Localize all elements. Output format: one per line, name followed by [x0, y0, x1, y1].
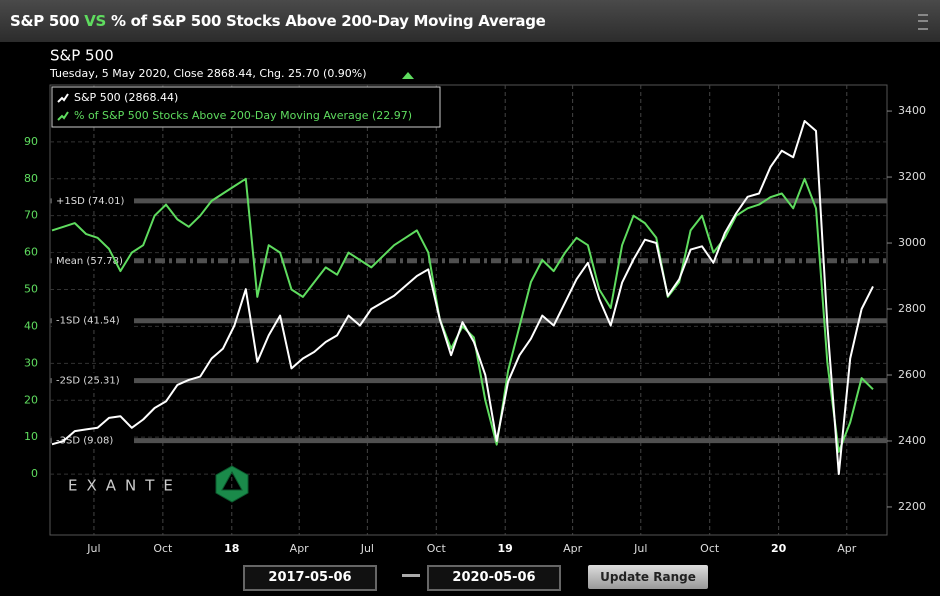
- y-tick-label: 30: [24, 356, 38, 369]
- sd-label: Mean (57.78): [56, 256, 123, 267]
- x-tick-label: Apr: [837, 542, 857, 555]
- range-bar: 2017-05-06 2020-05-06 Update Range: [0, 560, 940, 596]
- x-tick-label: 19: [498, 542, 513, 555]
- y-tick-label: 0: [31, 467, 38, 480]
- y-tick-label: 80: [24, 172, 38, 185]
- legend-icon: [57, 111, 69, 121]
- range-dash: [402, 574, 420, 577]
- sd-label: -2SD (25.31): [56, 376, 120, 387]
- y-tick-label: 10: [24, 430, 38, 443]
- range-start[interactable]: 2017-05-06: [243, 565, 377, 591]
- menu-icon[interactable]: [918, 14, 928, 30]
- y-tick-label: 70: [24, 209, 38, 222]
- x-tick-label: Jul: [86, 542, 100, 555]
- legend-box: [51, 86, 441, 128]
- legend-label: S&P 500 (2868.44): [74, 91, 178, 104]
- sd-label: +1SD (74.01): [56, 196, 124, 207]
- y-tick-label: 90: [24, 135, 38, 148]
- watermark: EXANTE: [68, 477, 182, 495]
- y-tick-label: 60: [24, 246, 38, 259]
- up-arrow: [402, 72, 414, 79]
- y-tick-label: 20: [24, 393, 38, 406]
- legend-icon: [57, 93, 69, 103]
- y2-tick-label: 2600: [898, 368, 926, 381]
- title-left: S&P 500: [10, 12, 80, 30]
- y2-tick-label: 3200: [898, 170, 926, 183]
- title-right: % of S&P 500 Stocks Above 200-Day Moving…: [111, 12, 546, 30]
- title-vs: VS: [84, 12, 107, 30]
- x-tick-label: 18: [224, 542, 239, 555]
- series-line: [51, 120, 874, 475]
- chart-title: S&P 500: [50, 47, 114, 65]
- legend: S&P 500 (2868.44) % of S&P 500 Stocks Abo…: [51, 86, 441, 128]
- x-tick-label: Oct: [153, 542, 173, 555]
- y2-tick-label: 3000: [898, 236, 926, 249]
- y2-tick-label: 3400: [898, 104, 926, 117]
- x-tick-label: 20: [771, 542, 787, 555]
- range-end[interactable]: 2020-05-06: [427, 565, 561, 591]
- update-button[interactable]: Update Range: [588, 565, 708, 589]
- x-tick-label: Apr: [563, 542, 583, 555]
- x-tick-label: Jul: [633, 542, 647, 555]
- sd-label: -1SD (41.54): [56, 316, 120, 327]
- y-tick-label: 40: [24, 319, 38, 332]
- legend-label: % of S&P 500 Stocks Above 200-Day Moving…: [74, 109, 412, 122]
- y2-tick-label: 2800: [898, 302, 926, 315]
- sd-label-bg: [52, 432, 134, 449]
- header-title: S&P 500 VS % of S&P 500 Stocks Above 200…: [10, 0, 546, 42]
- x-tick-label: Jul: [360, 542, 374, 555]
- header: S&P 500 VS % of S&P 500 Stocks Above 200…: [0, 0, 940, 42]
- logo: [215, 465, 249, 503]
- plot-frame: [49, 84, 888, 536]
- y2-tick-label: 2200: [898, 500, 926, 513]
- sd-label: -3SD (9.08): [56, 436, 113, 447]
- series-line: [51, 177, 874, 453]
- x-tick-label: Oct: [427, 542, 447, 555]
- x-tick-label: Oct: [700, 542, 720, 555]
- sd-label-bg: [52, 312, 134, 329]
- chart: S&P 500 Tuesday, 5 May 2020, Close 2868.…: [24, 47, 926, 556]
- y-tick-label: 50: [24, 283, 38, 296]
- sd-label-bg: [52, 372, 134, 389]
- sd-label-bg: [52, 192, 134, 209]
- chart-subtitle: Tuesday, 5 May 2020, Close 2868.44, Chg.…: [49, 67, 367, 80]
- x-tick-label: Apr: [290, 542, 310, 555]
- y2-tick-label: 2400: [898, 434, 926, 447]
